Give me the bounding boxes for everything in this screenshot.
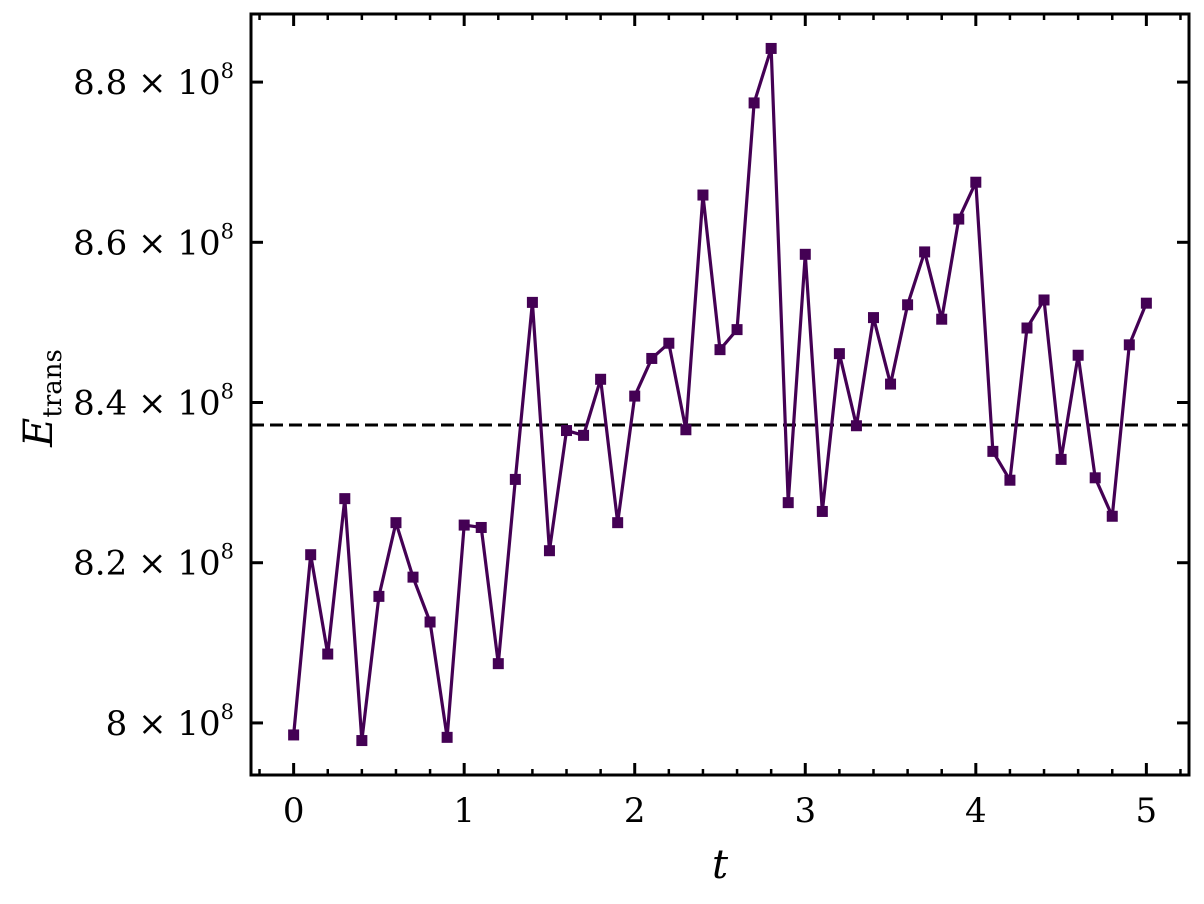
data-point [1038, 294, 1050, 306]
tick-labels: 0 1 2 3 4 5 8 × 108 8.2 × 108 8.4 × 108 8.6 × 108… [73, 59, 1157, 831]
data-point [424, 616, 436, 628]
data-point [799, 248, 811, 260]
data-point [663, 337, 675, 349]
x-tick-label: 4 [965, 791, 987, 831]
plot-area [251, 42, 1189, 747]
x-tick-label: 3 [794, 791, 816, 831]
data-point [475, 521, 487, 533]
x-tick-label: 5 [1136, 791, 1158, 831]
data-point [1140, 297, 1152, 309]
x-tick-label: 1 [453, 791, 475, 831]
data-point [953, 213, 965, 225]
data-point [833, 348, 845, 360]
data-point [748, 97, 760, 109]
data-point [543, 545, 555, 557]
data-point [765, 42, 777, 54]
x-tick-label: 2 [624, 791, 646, 831]
y-tick-label: 8.2 × 108 [73, 540, 234, 584]
data-point [1106, 510, 1118, 522]
x-tick-label: 0 [283, 791, 305, 831]
data-point [373, 590, 385, 602]
data-point [850, 420, 862, 432]
y-tick-label: 8.4 × 108 [73, 380, 234, 424]
data-point [885, 378, 897, 390]
data-point [697, 189, 709, 201]
data-point [288, 729, 300, 741]
y-axis-title: Etrans [16, 349, 68, 448]
data-point [1055, 453, 1067, 465]
data-point [867, 312, 879, 324]
data-point [1089, 472, 1101, 484]
data-point [339, 493, 351, 505]
data-point [1123, 339, 1135, 351]
data-point [305, 549, 317, 561]
svg-text:Etrans: Etrans [16, 349, 68, 448]
y-tick-label: 8 × 108 [106, 700, 234, 744]
y-axis-title-main: E [16, 418, 62, 448]
data-point [970, 176, 982, 188]
data-point [458, 519, 470, 531]
data-point [356, 735, 368, 747]
plot-frame [249, 12, 1191, 777]
data-point [578, 429, 590, 441]
data-point [526, 296, 538, 308]
data-point [492, 658, 504, 670]
data-point [595, 373, 607, 385]
data-point [987, 445, 999, 457]
y-tick-label: 8.6 × 108 [73, 219, 234, 263]
data-point [1021, 322, 1033, 334]
data-point [902, 299, 914, 311]
data-point [936, 313, 948, 325]
y-tick-label: 8.8 × 108 [73, 59, 234, 103]
data-point [1004, 474, 1016, 486]
x-axis-title: t [712, 842, 729, 888]
y-axis-title-subscript: trans [38, 349, 68, 417]
data-point [680, 424, 692, 436]
data-point [646, 352, 658, 364]
data-point [561, 425, 573, 437]
data-point [322, 648, 334, 660]
data-point [612, 517, 624, 529]
data-point [509, 473, 521, 485]
data-point [441, 731, 453, 743]
data-point [919, 246, 931, 258]
data-point [782, 497, 794, 509]
data-point [714, 344, 726, 356]
data-point [1072, 349, 1084, 361]
data-point [731, 324, 743, 336]
data-point [629, 390, 641, 402]
data-point [407, 571, 419, 583]
data-point [816, 505, 828, 517]
data-point [390, 517, 402, 529]
